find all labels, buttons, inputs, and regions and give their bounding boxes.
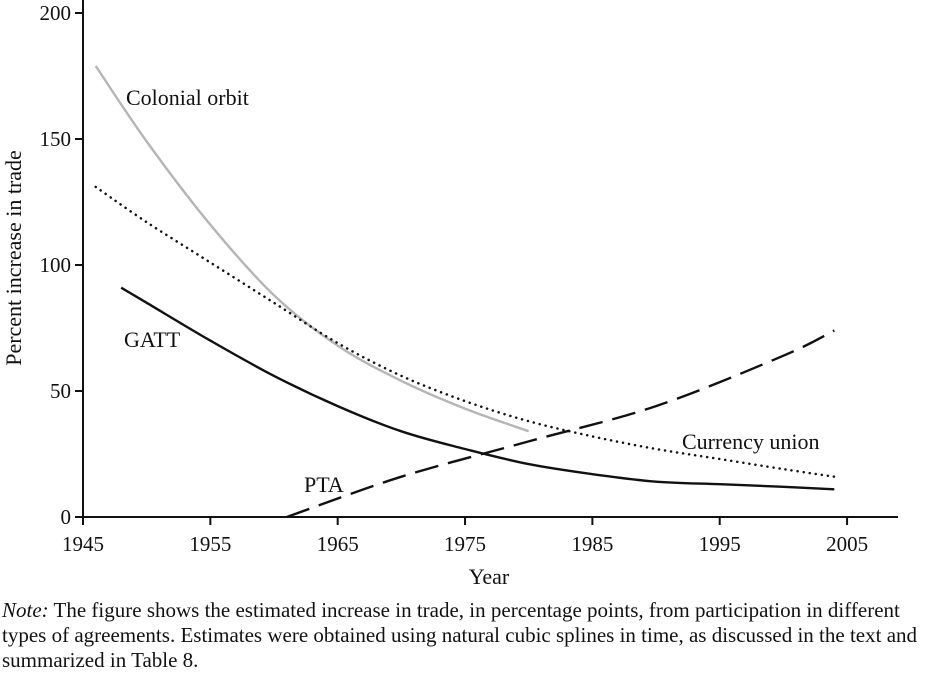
y-tick-label-50: 50 [50, 379, 71, 403]
note-text: The figure shows the estimated increase … [2, 598, 918, 672]
series-line-gatt [120, 286, 835, 491]
x-tick-label-1955: 1955 [189, 532, 231, 556]
x-tick-label-1945: 1945 [62, 532, 104, 556]
x-tick-label-1965: 1965 [317, 532, 359, 556]
y-tick-label-0: 0 [61, 505, 72, 529]
series-label-colonial-orbit: Colonial orbit [126, 85, 249, 110]
series-line-pta [286, 329, 835, 519]
x-tick-label-2005: 2005 [826, 532, 868, 556]
y-tick-label-100: 100 [40, 253, 72, 277]
trade-increase-chart: 0 50 100 150 200 1945 1955 1965 1975 1985 1995 200… [1, 0, 898, 589]
x-axis-label: Year [469, 564, 510, 589]
series-label-gatt: GATT [124, 327, 181, 352]
series-label-pta: PTA [304, 472, 344, 497]
figure-note: Note: The figure shows the estimated inc… [2, 598, 932, 673]
x-tick-label-1985: 1985 [571, 532, 613, 556]
series-line-colonial-orbit [94, 65, 530, 433]
x-tick-label-1975: 1975 [444, 532, 486, 556]
y-axis-label: Percent increase in trade [1, 150, 26, 366]
x-tick-label-1995: 1995 [699, 532, 741, 556]
y-tick-label-200: 200 [40, 1, 72, 25]
note-lead: Note: [2, 598, 49, 622]
plot-lines [94, 65, 836, 519]
y-axis-ticks: 0 50 100 150 200 [40, 1, 83, 529]
series-line-currency-union [94, 185, 836, 478]
x-axis-ticks: 1945 1955 1965 1975 1985 1995 2005 [62, 517, 868, 556]
series-label-currency-union: Currency union [682, 429, 819, 454]
y-tick-label-150: 150 [40, 127, 72, 151]
